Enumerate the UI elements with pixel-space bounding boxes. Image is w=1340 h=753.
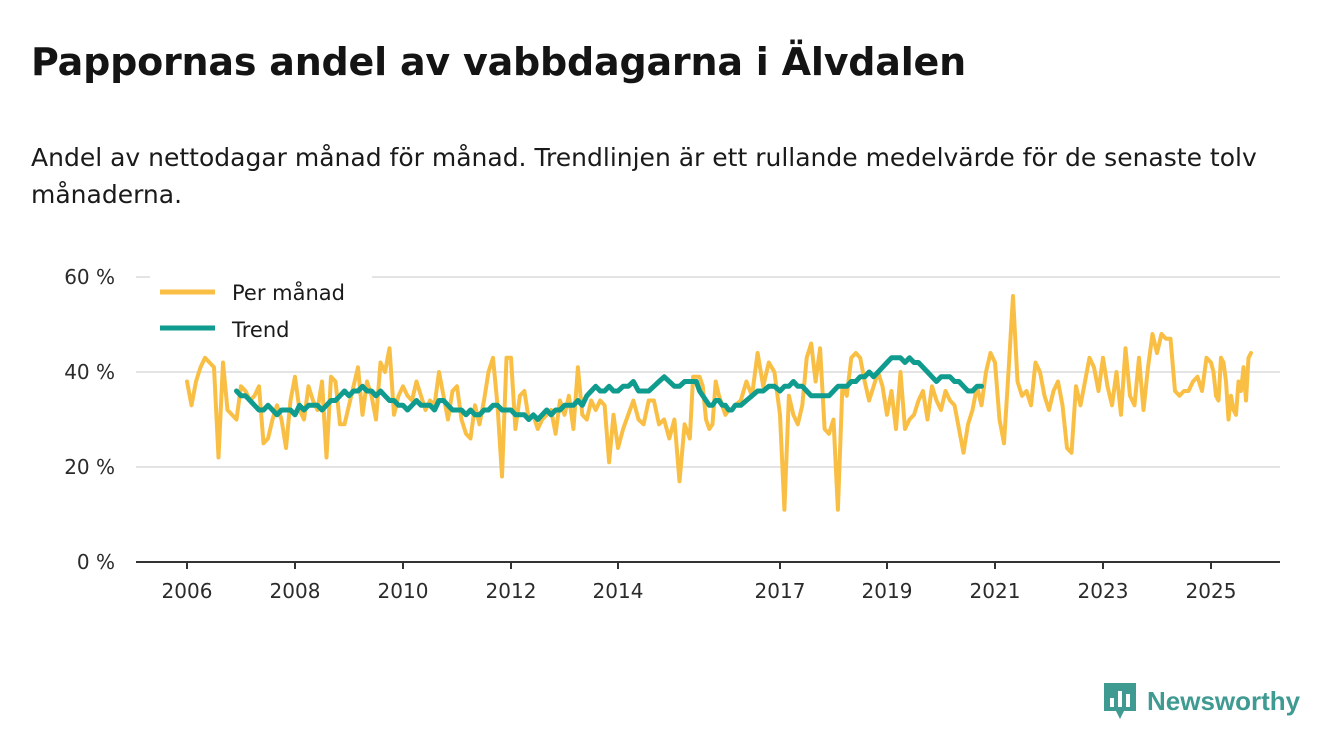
brand-name: Newsworthy bbox=[1147, 685, 1301, 716]
y-tick-label: 20 % bbox=[64, 455, 115, 479]
x-tick-label: 2006 bbox=[162, 579, 213, 603]
x-tick-label: 2021 bbox=[970, 579, 1021, 603]
chart-title: Pappornas andel av vabbdagarna i Älvdale… bbox=[31, 40, 966, 84]
x-tick-label: 2012 bbox=[486, 579, 537, 603]
x-tick-label: 2017 bbox=[755, 579, 806, 603]
x-tick-label: 2008 bbox=[270, 579, 321, 603]
y-tick-label: 0 % bbox=[77, 550, 115, 574]
legend-background bbox=[150, 266, 372, 354]
x-tick-label: 2023 bbox=[1078, 579, 1129, 603]
legend-label-monthly: Per månad bbox=[232, 280, 345, 305]
legend-label-trend: Trend bbox=[231, 318, 289, 342]
axis-layer: 0 % 20 % 40 % 60 % 2006 2008 2010 2012 2014 2017 2… bbox=[64, 265, 1280, 603]
y-tick-label: 60 % bbox=[64, 265, 115, 289]
x-tick-label: 2019 bbox=[862, 579, 913, 603]
legend: Per månad Trend bbox=[150, 266, 372, 354]
y-tick-label: 40 % bbox=[64, 360, 115, 384]
x-tick-label: 2014 bbox=[593, 579, 644, 603]
x-tick-label: 2025 bbox=[1186, 579, 1237, 603]
x-tick-label: 2010 bbox=[378, 579, 429, 603]
series-layer bbox=[185, 294, 1253, 512]
newsworthy-brand: Newsworthy bbox=[1102, 681, 1300, 721]
newsworthy-logo-icon bbox=[1104, 683, 1136, 719]
series-line-trend bbox=[234, 355, 984, 422]
chart-subtitle: Andel av nettodagar månad för månad. Tre… bbox=[31, 143, 1257, 209]
